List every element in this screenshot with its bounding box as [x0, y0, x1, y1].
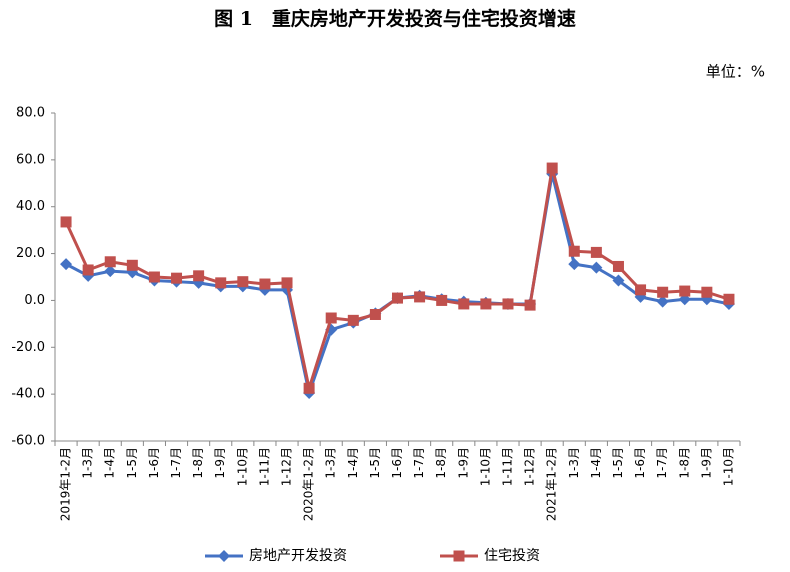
legend-marker	[218, 550, 230, 562]
y-tick-label: 0.0	[24, 293, 45, 308]
x-tick-label: 1-3月	[567, 447, 581, 479]
y-tick-label: 60.0	[16, 152, 45, 167]
series-line	[65, 173, 730, 399]
point	[104, 256, 116, 268]
point	[104, 265, 117, 278]
point	[369, 308, 381, 320]
series-line	[64, 167, 730, 395]
x-tick-label: 1-9月	[456, 447, 470, 479]
x-tick-label: 1-7月	[412, 447, 426, 479]
point	[148, 271, 160, 283]
point	[259, 278, 271, 290]
point	[347, 314, 359, 326]
point	[679, 285, 691, 297]
point	[171, 272, 183, 284]
x-tick-label: 1-8月	[191, 447, 205, 479]
point	[502, 298, 514, 310]
y-tick-label: 20.0	[16, 246, 45, 261]
legend-marker	[453, 550, 465, 562]
point	[414, 291, 426, 303]
x-tick-label: 2019年1-2月	[59, 447, 73, 521]
y-tick-label: -40.0	[11, 387, 45, 402]
x-tick-label: 1-6月	[390, 447, 404, 479]
x-tick-label: 1-11月	[500, 447, 514, 486]
y-tick-label: -20.0	[11, 340, 45, 355]
point	[590, 261, 603, 274]
point	[590, 246, 602, 258]
y-tick-label: -60.0	[11, 434, 45, 449]
point	[524, 299, 536, 311]
x-tick-label: 1-12月	[280, 447, 294, 486]
chart-title: 图 1 重庆房地产开发投资与住宅投资增速	[214, 7, 576, 30]
point	[701, 286, 713, 298]
unit-label: 单位：%	[706, 63, 765, 81]
point	[325, 312, 337, 324]
point	[568, 258, 581, 271]
point	[215, 277, 227, 289]
x-tick-label: 1-11月	[257, 447, 271, 486]
x-tick-label: 1-5月	[368, 447, 382, 479]
x-tick-label: 1-10月	[478, 447, 492, 486]
point	[82, 264, 94, 276]
point	[60, 258, 73, 271]
legend-label: 房地产开发投资	[249, 548, 347, 564]
point	[657, 286, 669, 298]
x-tick-label: 2020年1-2月	[302, 447, 316, 521]
point	[635, 284, 647, 296]
x-tick-label: 1-12月	[523, 447, 537, 486]
x-tick-label: 1-7月	[169, 447, 183, 479]
x-tick-label: 2021年1-2月	[545, 447, 559, 521]
x-tick-label: 1-4月	[103, 447, 117, 479]
x-tick-label: 1-8月	[434, 447, 448, 479]
point	[281, 277, 293, 289]
point	[237, 276, 249, 288]
x-tick-label: 1-10月	[721, 447, 735, 486]
x-tick-label: 1-3月	[324, 447, 338, 479]
point	[546, 162, 558, 174]
y-tick-label: 80.0	[16, 106, 45, 121]
point	[612, 274, 625, 287]
x-tick-label: 1-6月	[147, 447, 161, 479]
x-tick-label: 1-10月	[235, 447, 249, 486]
y-tick-label: 40.0	[16, 199, 45, 214]
legend-label: 住宅投资	[484, 548, 540, 564]
x-tick-label: 1-6月	[633, 447, 647, 479]
point	[568, 245, 580, 257]
x-tick-label: 1-9月	[213, 447, 227, 479]
point	[193, 270, 205, 282]
point	[656, 295, 669, 308]
x-tick-label: 1-4月	[346, 447, 360, 479]
x-tick-label: 1-9月	[699, 447, 713, 479]
point	[126, 259, 138, 271]
x-tick-label: 1-4月	[589, 447, 603, 479]
point	[436, 294, 448, 306]
x-tick-label: 1-8月	[677, 447, 691, 479]
x-tick-label: 1-5月	[611, 447, 625, 479]
x-tick-label: 1-7月	[655, 447, 669, 479]
point	[458, 298, 470, 310]
point	[60, 216, 72, 228]
x-tick-label: 1-5月	[125, 447, 139, 479]
point	[723, 293, 735, 305]
point	[612, 260, 624, 272]
point	[480, 298, 492, 310]
point	[303, 382, 315, 394]
point	[392, 292, 403, 304]
x-tick-label: 1-3月	[81, 447, 95, 479]
